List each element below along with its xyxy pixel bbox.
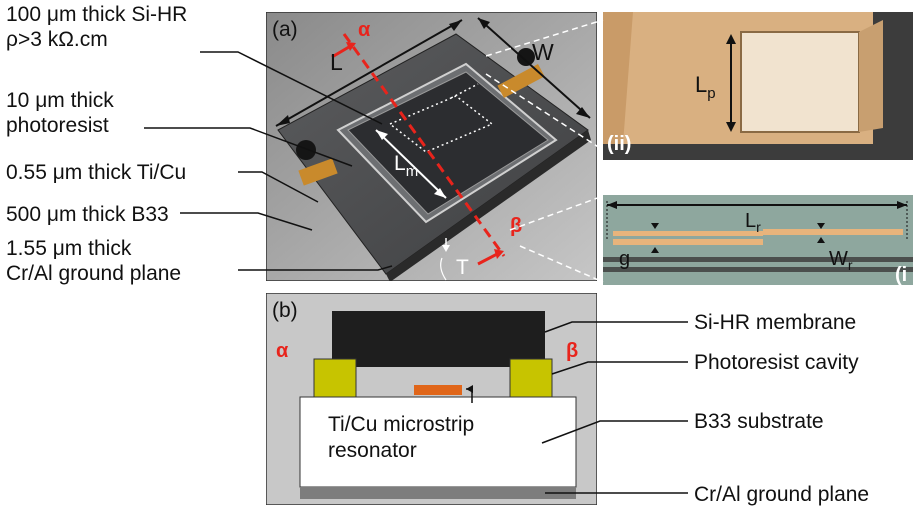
microstrip-line-lower <box>613 239 763 245</box>
dim-t-label: T <box>456 256 469 279</box>
panel-a-photo: (a) α β L W Lm T <box>266 12 597 281</box>
label-ticu-line1: 0.55 μm thick Ti/Cu <box>6 161 187 184</box>
alpha-label-a: α <box>358 19 371 41</box>
resonator-strip <box>414 385 462 395</box>
zoom-line-ii-bottom <box>485 73 604 151</box>
dim-w-arrow <box>477 17 591 119</box>
resonator-text-line1: Ti/Cu microstrip <box>328 413 474 436</box>
zoom-line-ii-top <box>485 19 604 57</box>
cavity-left <box>313 358 357 398</box>
label-crai-line2: Cr/Al ground plane <box>6 262 182 285</box>
leader-right-membrane <box>544 321 688 333</box>
leader-ticu <box>238 171 319 203</box>
dim-g-label: g <box>619 248 630 270</box>
leader-right-substrate <box>541 420 688 444</box>
label-si-hr-line2: ρ>3 kΩ.cm <box>6 28 108 51</box>
membrane-layer <box>332 311 545 367</box>
dim-lm-arrow <box>375 129 447 199</box>
leader-photoresist <box>144 127 353 167</box>
label-crai-line1: 1.55 μm thick <box>6 237 132 260</box>
panel-ii-photo: Lp (ii) <box>603 12 913 160</box>
panel-b-schematic: (b) α β Ti/Cu microstrip resonator <box>266 293 597 505</box>
leader-b33 <box>180 212 313 231</box>
resonator-text-line2: resonator <box>328 439 417 462</box>
dim-lp-label: Lp <box>695 72 716 102</box>
copper-pad-left <box>298 158 338 186</box>
label-photoresist-line2: photoresist <box>6 114 109 137</box>
copper-pad-right <box>497 64 545 98</box>
leader-si-hr <box>200 51 383 125</box>
panel-a-tag: (a) <box>272 18 298 41</box>
dim-wr-label: Wr <box>829 248 853 273</box>
leader-crai <box>238 265 393 271</box>
microstrip-line-right <box>763 229 903 235</box>
label-photoresist: 10 μm thick photoresist <box>6 88 114 138</box>
dim-lr-label: Lr <box>745 210 761 235</box>
zoom-line-i-bottom <box>519 245 604 283</box>
microstrip-line-upper <box>613 231 763 236</box>
connector-right <box>517 48 535 66</box>
label-b33-line1: 500 μm thick B33 <box>6 203 169 226</box>
label-crai: 1.55 μm thick Cr/Al ground plane <box>6 236 181 286</box>
label-ticu: 0.55 μm thick Ti/Cu <box>6 160 186 185</box>
beta-label-b: β <box>566 340 578 362</box>
connector-left <box>296 140 316 160</box>
panel-b-tag: (b) <box>272 299 298 322</box>
label-si-hr-membrane: Si-HR membrane <box>694 311 857 334</box>
label-photoresist-cavity: Photoresist cavity <box>694 351 859 374</box>
substrate-layer <box>299 396 577 488</box>
section-line-alpha-beta <box>342 33 506 257</box>
label-ground-plane: Cr/Al ground plane <box>694 483 870 506</box>
alpha-label-b: α <box>276 340 289 362</box>
label-b33-substrate: B33 substrate <box>694 410 824 433</box>
beta-label-a: β <box>510 215 522 237</box>
ground-plane-layer <box>300 487 576 499</box>
label-photoresist-line1: 10 μm thick <box>6 89 114 112</box>
dim-w-label: W <box>532 39 554 65</box>
dim-lm-label: Lm <box>394 152 418 180</box>
label-si-hr-line1: 100 μm thick Si-HR <box>6 3 188 26</box>
zoom-line-i-top <box>509 195 604 231</box>
panel-ii-tag: (ii) <box>607 133 631 155</box>
cavity-right <box>509 358 553 398</box>
label-b33: 500 μm thick B33 <box>6 202 169 227</box>
label-si-hr: 100 μm thick Si-HR ρ>3 kΩ.cm <box>6 2 187 52</box>
panel-i-photo: Lr g Wr (i <box>603 195 913 285</box>
pad-square <box>740 31 860 133</box>
panel-i-tag: (i <box>895 264 907 285</box>
dim-l-arrow <box>275 19 463 127</box>
leader-right-cavity <box>551 361 688 375</box>
dim-l-label: L <box>330 49 343 75</box>
